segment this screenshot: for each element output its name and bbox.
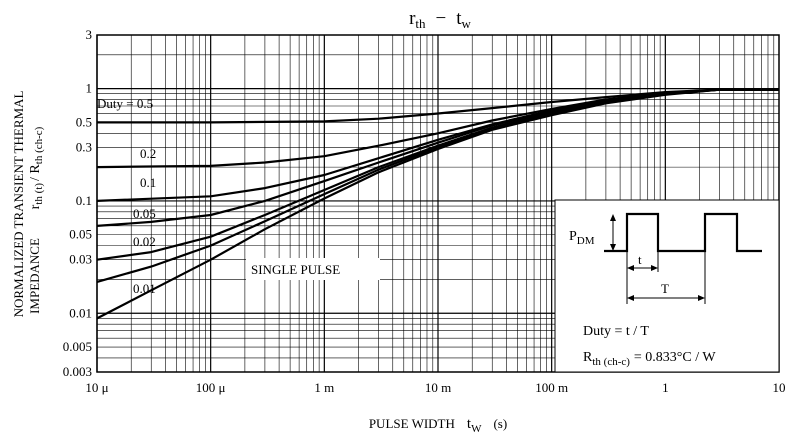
y-axis-title-formula: rth (t)/ Rth (ch-c) bbox=[28, 126, 45, 209]
title-second-sub: w bbox=[462, 16, 472, 31]
y-tick-label: 0.003 bbox=[63, 364, 92, 379]
y-tick-label: 0.5 bbox=[76, 114, 92, 129]
label-001: 0.01 bbox=[133, 281, 156, 296]
t-arrow-right bbox=[651, 265, 658, 271]
label-01: 0.1 bbox=[140, 175, 156, 190]
y-axis-title-line2: IMPEDANCE bbox=[27, 238, 42, 314]
T-arrow-left bbox=[627, 295, 634, 301]
pulse-waveform bbox=[604, 212, 762, 253]
y-tick-label: 3 bbox=[86, 27, 93, 42]
x-tick-labels: 10 μ 100 μ 1 m 10 m 100 m 1 10 bbox=[85, 380, 785, 395]
x-tick-label: 10 m bbox=[425, 380, 451, 395]
series-line-6 bbox=[96, 88, 779, 320]
T-label: T bbox=[661, 281, 669, 296]
y-tick-label: 0.005 bbox=[63, 339, 92, 354]
title-second: t bbox=[456, 8, 462, 29]
title-main: r bbox=[409, 8, 416, 29]
pdm-arrow-bottom bbox=[610, 244, 616, 251]
inset-background bbox=[554, 199, 780, 373]
label-002: 0.02 bbox=[133, 234, 156, 249]
label-single-pulse: SINGLE PULSE bbox=[251, 262, 340, 277]
label-005: 0.05 bbox=[133, 206, 156, 221]
y-axis-title: NORMALIZED TRANSIENT THERMAL IMPEDANCE r… bbox=[11, 91, 45, 318]
label-02: 0.2 bbox=[140, 146, 156, 161]
duty-formula: Duty = t / T bbox=[583, 324, 649, 339]
title-main-sub: th bbox=[415, 16, 426, 31]
pdm-label: PDM bbox=[569, 229, 595, 247]
x-axis-title: PULSE WIDTH tW (s) bbox=[369, 416, 507, 435]
y-tick-labels: 3 1 0.5 0.3 0.1 0.05 0.03 0.01 0.005 0.003 bbox=[63, 27, 92, 379]
y-tick-label: 0.01 bbox=[69, 305, 92, 320]
t-arrow-left bbox=[627, 265, 634, 271]
T-arrow-right bbox=[698, 295, 705, 301]
x-tick-label: 10 bbox=[773, 380, 786, 395]
rth-formula: Rth (ch-c) = 0.833°C / W bbox=[583, 350, 716, 368]
x-tick-label: 1 bbox=[662, 380, 669, 395]
y-tick-label: 0.3 bbox=[76, 139, 92, 154]
y-tick-label: 1 bbox=[86, 81, 93, 96]
curves bbox=[96, 88, 779, 320]
grid bbox=[96, 34, 780, 373]
y-tick-label: 0.03 bbox=[69, 252, 92, 267]
x-tick-label: 10 μ bbox=[85, 380, 108, 395]
label-duty-05: Duty = 0.5 bbox=[97, 96, 153, 111]
y-axis-title-line1: NORMALIZED TRANSIENT THERMAL bbox=[11, 91, 26, 318]
pdm-arrow-top bbox=[610, 214, 616, 221]
x-tick-label: 100 μ bbox=[196, 380, 226, 395]
y-tick-label: 0.05 bbox=[69, 227, 92, 242]
x-tick-label: 100 m bbox=[535, 380, 568, 395]
t-label: t bbox=[638, 252, 642, 267]
inset-box: PDM t T Duty = t / T Rth (ch-c) = 0.833°C… bbox=[554, 199, 780, 373]
chart-title: rth − tw bbox=[409, 8, 471, 31]
x-tick-label: 1 m bbox=[314, 380, 334, 395]
y-tick-label: 0.1 bbox=[76, 193, 92, 208]
single-pulse-label-bg bbox=[246, 258, 380, 280]
title-dash: − bbox=[436, 8, 447, 29]
